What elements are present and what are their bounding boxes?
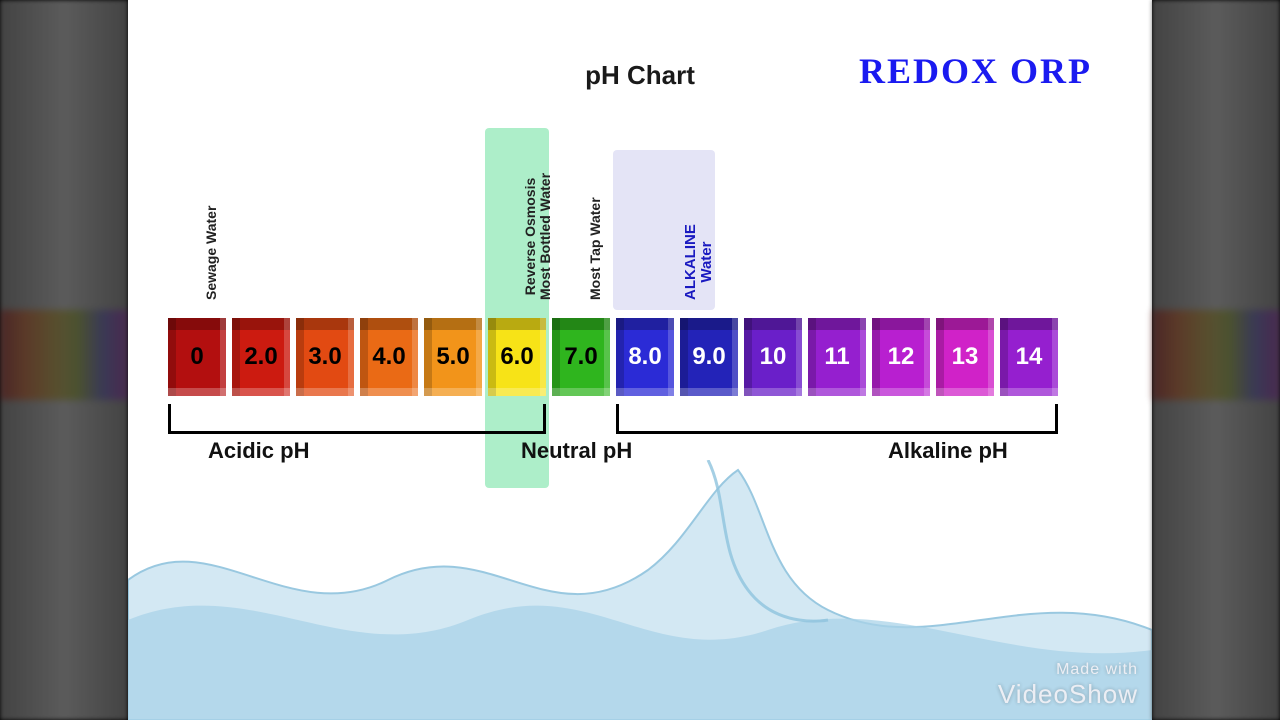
watermark-line2: VideoShow <box>998 679 1138 710</box>
ph-box-2-0: 2.0 <box>232 318 290 396</box>
vlabel-sewage: Sewage Water <box>203 206 219 300</box>
ph-box-9-0: 9.0 <box>680 318 738 396</box>
videoshow-watermark: Made with VideoShow <box>998 661 1138 710</box>
bracket-acidic-ph <box>168 404 546 434</box>
ph-scale-row: 02.03.04.05.06.07.08.09.01011121314 <box>168 318 1058 396</box>
ph-box-5-0: 5.0 <box>424 318 482 396</box>
ph-box-13: 13 <box>936 318 994 396</box>
ph-box-0: 0 <box>168 318 226 396</box>
vlabel-tap: Most Tap Water <box>587 197 603 300</box>
chart-canvas: pH Chart REDOX ORP Sewage WaterReverse O… <box>128 0 1152 720</box>
ph-box-10: 10 <box>744 318 802 396</box>
letterbox-right <box>1152 0 1280 720</box>
vlabel-ro: Reverse OsmosisMost Bottled Water <box>523 173 552 300</box>
brand-label: REDOX ORP <box>859 50 1092 92</box>
vlabel-alkaline: ALKALINEWater <box>683 224 715 300</box>
ph-box-12: 12 <box>872 318 930 396</box>
ph-box-7-0: 7.0 <box>552 318 610 396</box>
ph-box-8-0: 8.0 <box>616 318 674 396</box>
ph-box-4-0: 4.0 <box>360 318 418 396</box>
letterbox-left <box>0 0 128 720</box>
bracket-alkaline-ph <box>616 404 1058 434</box>
range-label-neutral-ph: Neutral pH <box>521 438 632 464</box>
ph-box-3-0: 3.0 <box>296 318 354 396</box>
watermark-line1: Made with <box>998 661 1138 679</box>
ph-box-14: 14 <box>1000 318 1058 396</box>
ph-box-6-0: 6.0 <box>488 318 546 396</box>
range-label-acidic-ph: Acidic pH <box>208 438 309 464</box>
range-label-alkaline-ph: Alkaline pH <box>888 438 1008 464</box>
ph-box-11: 11 <box>808 318 866 396</box>
